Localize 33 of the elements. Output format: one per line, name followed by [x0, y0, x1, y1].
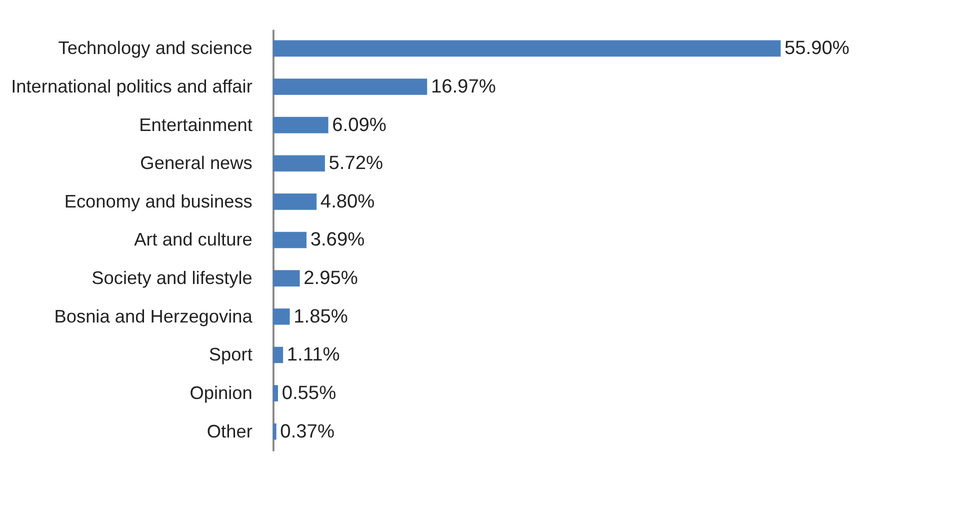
y-tick-label: Entertainment	[139, 114, 252, 135]
y-tick-label: International politics and affair	[11, 76, 252, 96]
y-tick-label: Bosnia and Herzegovina	[54, 306, 254, 326]
bar	[272, 308, 290, 325]
data-label: 1.85%	[294, 306, 348, 328]
data-label: 0.55%	[282, 383, 336, 404]
bar	[272, 423, 276, 440]
y-tick-label: Technology and science	[58, 38, 252, 58]
bar	[272, 194, 317, 210]
data-label: 3.69%	[310, 230, 365, 251]
bar	[272, 116, 328, 134]
data-label: 1.11%	[286, 344, 340, 366]
bar	[272, 385, 278, 402]
bar	[272, 346, 284, 364]
bar	[272, 78, 428, 95]
y-tick-label: Art and culture	[134, 230, 252, 250]
y-tick-label: Other	[206, 421, 252, 442]
y-tick-label: General news	[140, 153, 252, 174]
y-tick-label: Economy and business	[64, 191, 252, 212]
data-label: 5.72%	[328, 153, 384, 174]
bar	[272, 270, 300, 286]
data-label: 2.95%	[304, 268, 358, 290]
y-tick-label: Sport	[208, 344, 252, 365]
bar	[272, 232, 307, 248]
data-label: 55.90%	[784, 38, 850, 60]
data-label: 16.97%	[430, 76, 496, 98]
bar	[272, 40, 781, 57]
y-tick-label: Opinion	[190, 383, 252, 404]
data-label: 6.09%	[332, 114, 386, 136]
data-label: 4.80%	[320, 191, 375, 212]
y-tick-label: Society and lifestyle	[92, 268, 252, 288]
bar	[272, 155, 325, 172]
data-label: 0.37%	[280, 421, 334, 442]
